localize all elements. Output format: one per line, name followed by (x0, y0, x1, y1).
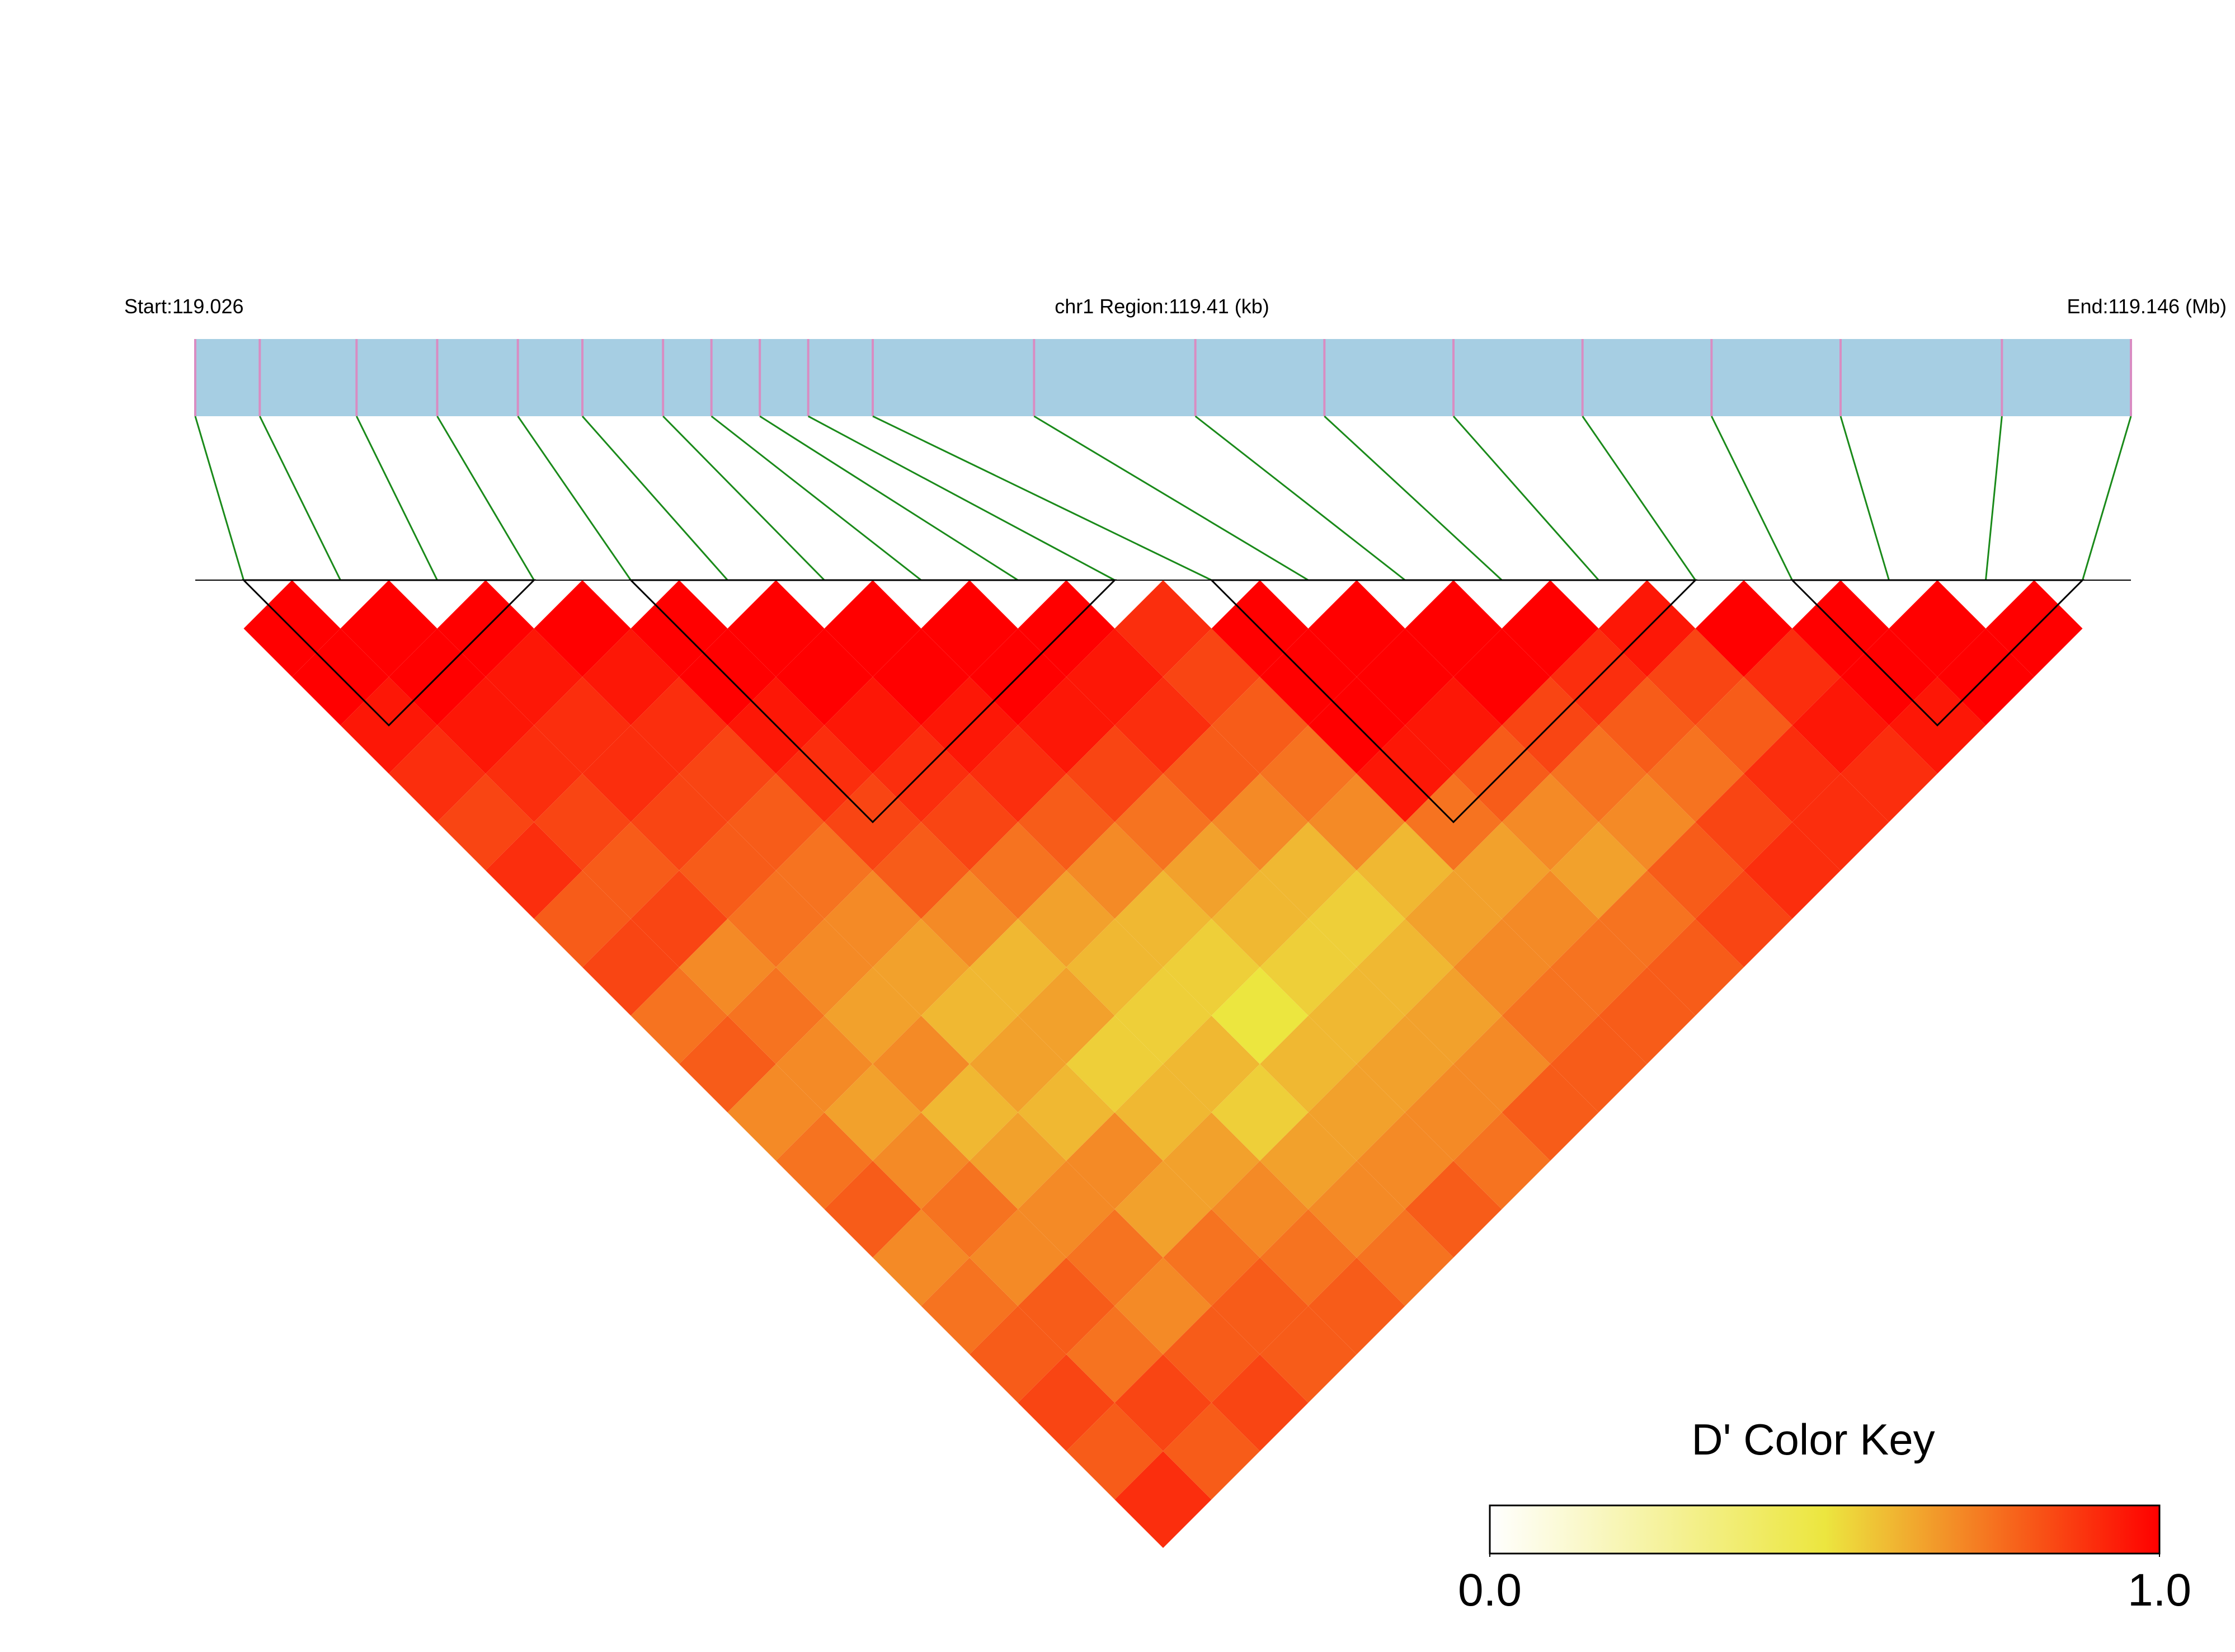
key-title: D' Color Key (1691, 1415, 1935, 1464)
snp-link (258, 416, 341, 581)
snp-link (711, 415, 922, 581)
start-label: Start:119.026 (124, 295, 244, 318)
snp-link (355, 416, 438, 581)
key-tick-label: 0.0 (1458, 1565, 1522, 1616)
snp-link (1985, 416, 2003, 581)
end-label: End:119.146 (Mb) (2067, 295, 2227, 318)
snp-link (581, 416, 728, 581)
color-key (1489, 1504, 2161, 1555)
ld-block (1790, 579, 2085, 727)
snp-link (1033, 415, 1309, 581)
snp-link (517, 416, 632, 581)
snp-link (1194, 415, 1406, 581)
ld-block (628, 579, 1117, 823)
snp-link (759, 415, 1019, 581)
key-tick-label: 1.0 (2128, 1565, 2191, 1616)
snp-link (1582, 416, 1696, 581)
snp-link (1324, 415, 1503, 581)
ld-block (1209, 579, 1698, 823)
snp-link (194, 416, 244, 581)
snp-link (1710, 416, 1793, 581)
ld-block (241, 579, 537, 727)
snp-link (1452, 416, 1599, 581)
snp-link (436, 416, 535, 581)
snp-link (807, 415, 1116, 581)
snp-link (872, 415, 1212, 581)
region-label: chr1 Region:119.41 (kb) (1055, 295, 1269, 318)
snp-link (662, 415, 825, 581)
snp-link (2082, 416, 2132, 581)
snp-link (1839, 416, 1890, 581)
